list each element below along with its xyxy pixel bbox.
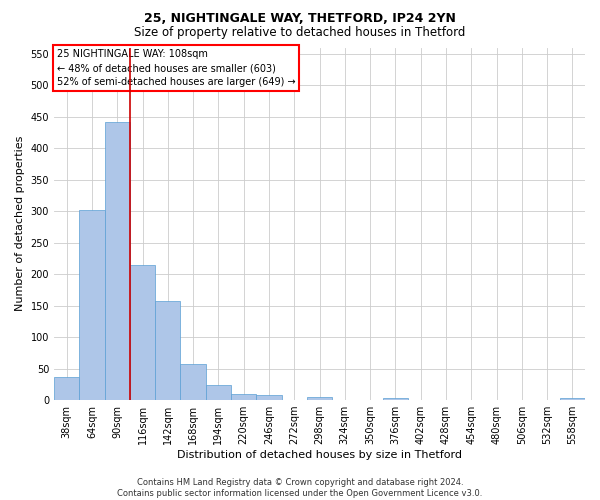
Text: Size of property relative to detached houses in Thetford: Size of property relative to detached ho… bbox=[134, 26, 466, 39]
Bar bbox=[104, 122, 130, 400]
Bar bbox=[181, 364, 206, 400]
Bar bbox=[130, 264, 155, 400]
Bar bbox=[231, 394, 256, 400]
Bar bbox=[307, 397, 332, 400]
Text: Contains HM Land Registry data © Crown copyright and database right 2024.
Contai: Contains HM Land Registry data © Crown c… bbox=[118, 478, 482, 498]
Bar bbox=[383, 398, 408, 400]
Y-axis label: Number of detached properties: Number of detached properties bbox=[15, 136, 25, 312]
Text: 25, NIGHTINGALE WAY, THETFORD, IP24 2YN: 25, NIGHTINGALE WAY, THETFORD, IP24 2YN bbox=[144, 12, 456, 26]
Bar bbox=[79, 210, 104, 400]
Bar bbox=[560, 398, 585, 400]
X-axis label: Distribution of detached houses by size in Thetford: Distribution of detached houses by size … bbox=[177, 450, 462, 460]
Bar bbox=[206, 385, 231, 400]
Bar bbox=[155, 301, 181, 400]
Text: 25 NIGHTINGALE WAY: 108sqm
← 48% of detached houses are smaller (603)
52% of sem: 25 NIGHTINGALE WAY: 108sqm ← 48% of deta… bbox=[56, 50, 295, 88]
Bar bbox=[54, 378, 79, 400]
Bar bbox=[256, 395, 281, 400]
